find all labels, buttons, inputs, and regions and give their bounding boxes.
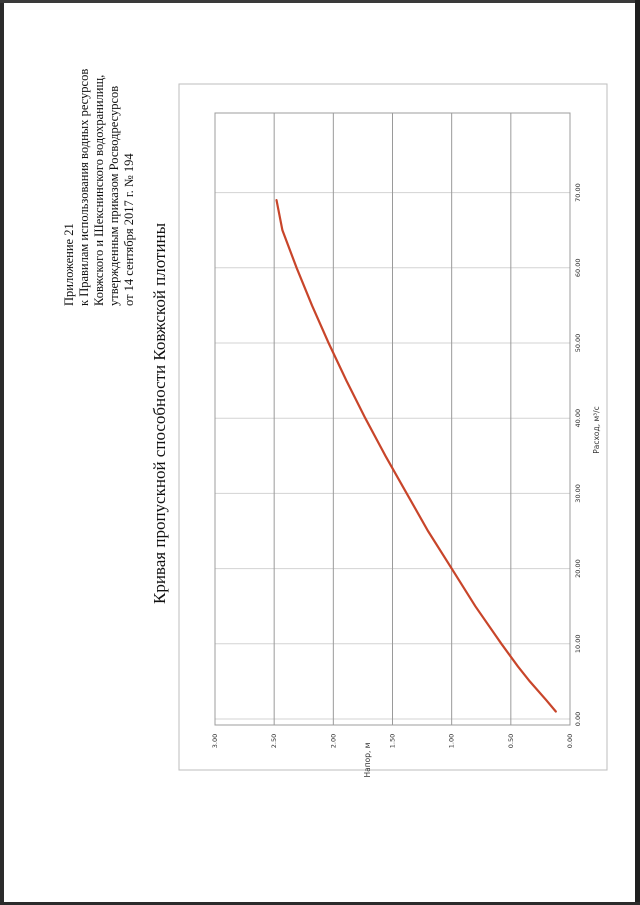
x-axis-label: Расход, м³/с — [592, 406, 601, 454]
y-tick-label: 2.50 — [270, 734, 278, 748]
chart-area-border — [178, 83, 608, 771]
y-axis-label: Напор, м — [363, 743, 372, 778]
x-tick-label: 70.00 — [574, 183, 582, 202]
x-tick-label: 30.00 — [574, 484, 582, 503]
y-tick-label: 3.00 — [211, 734, 219, 748]
x-tick-label: 40.00 — [574, 409, 582, 428]
x-tick-label: 20.00 — [574, 559, 582, 578]
tick-labels: 0.00 10.00 20.00 30.00 40.00 50.00 60.00 70.00 0… — [211, 183, 582, 748]
scan-border-top — [0, 0, 640, 3]
x-tick-label: 0.00 — [574, 712, 582, 726]
x-tick-label: 50.00 — [574, 334, 582, 353]
y-tick-label: 0.00 — [566, 734, 574, 748]
scan-border-left — [0, 0, 4, 905]
y-tick-label: 1.50 — [389, 734, 397, 748]
y-tick-label: 2.00 — [329, 734, 337, 748]
series-line — [275, 199, 557, 713]
y-tick-label: 1.00 — [448, 734, 456, 748]
chart-grid — [214, 113, 571, 725]
scan-border-bottom — [0, 902, 640, 905]
scan-border-right — [635, 0, 640, 905]
x-tick-label: 10.00 — [574, 634, 582, 653]
y-tick-label: 0.50 — [507, 734, 515, 748]
plot-area-border — [214, 112, 571, 726]
x-tick-label: 60.00 — [574, 258, 582, 277]
